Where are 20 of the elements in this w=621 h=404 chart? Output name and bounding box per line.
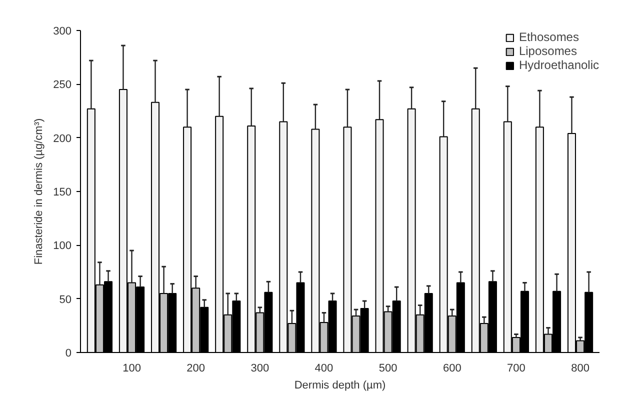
y-axis-title: Finasteride in dermis (µg/cm³) [33,118,46,265]
y-tick-label: 300 [53,26,72,38]
y-tick-label: 250 [53,79,72,92]
x-axis-title: Dermis depth (µm) [294,380,386,392]
x-tick-label: 400 [314,362,334,374]
legend-label: Liposomes [518,44,577,58]
y-tick-label: 150 [53,186,72,198]
x-tick-label: 600 [442,362,462,374]
legend-label: Hydroethanolic [518,58,599,72]
y-tick-label: 0 [65,348,72,360]
y-tick-label: 50 [59,294,72,306]
x-tick-label: 200 [186,362,206,374]
x-tick-label: 100 [122,362,141,374]
x-tick-label: 700 [507,362,526,374]
x-tick-label: 300 [250,362,270,374]
x-tick-label: 500 [378,362,398,374]
y-tick-label: 100 [53,240,72,252]
legend-label: Ethosomes [518,30,579,44]
x-tick-label: 800 [571,362,590,374]
y-tick-label: 200 [53,132,72,145]
